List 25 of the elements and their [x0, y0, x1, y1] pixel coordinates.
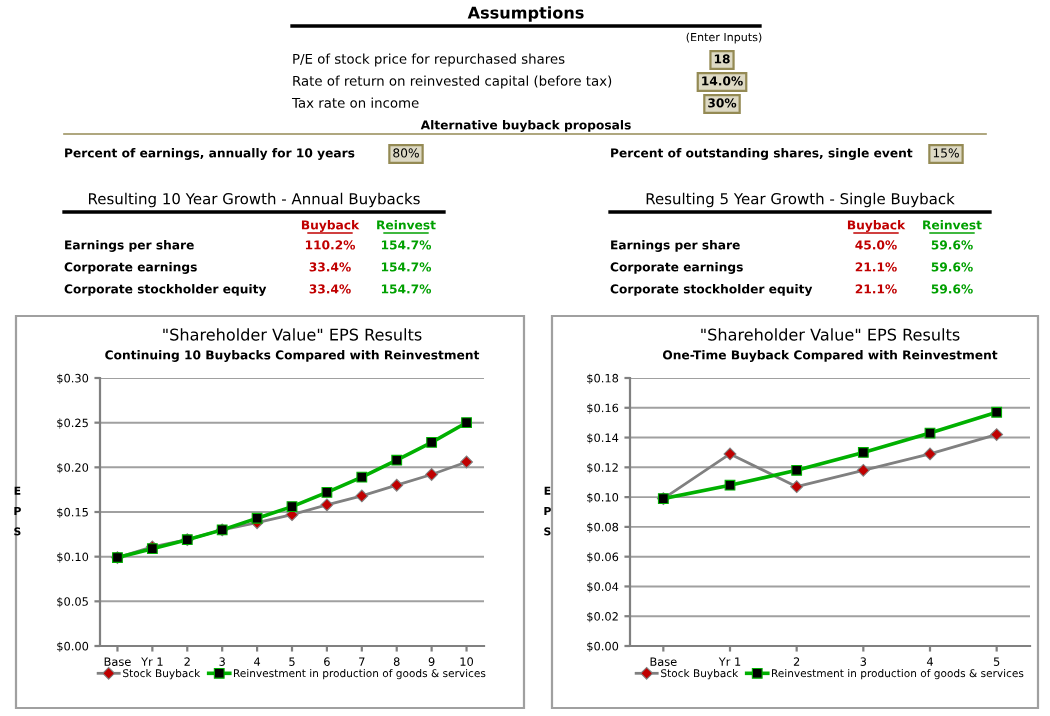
point [286, 501, 298, 513]
point [426, 436, 438, 448]
point [355, 489, 369, 503]
point [857, 447, 869, 458]
point [991, 406, 1003, 418]
point [356, 471, 368, 483]
point [390, 478, 404, 492]
point [391, 454, 403, 466]
point [460, 455, 473, 469]
text: Assumptions [467, 6, 584, 22]
point [990, 428, 1004, 442]
point [924, 427, 936, 439]
point [723, 447, 737, 461]
point [856, 463, 870, 477]
chart-title: "Shareholder Value" EPS Results [163, 328, 422, 341]
point [251, 512, 263, 524]
point [923, 447, 937, 461]
point [425, 468, 439, 481]
point [321, 486, 333, 498]
point [791, 464, 803, 476]
chart-title: "Shareholder Value" EPS Results [701, 328, 960, 341]
point [461, 417, 472, 429]
point [724, 479, 736, 491]
point [320, 498, 334, 512]
point [790, 480, 804, 494]
